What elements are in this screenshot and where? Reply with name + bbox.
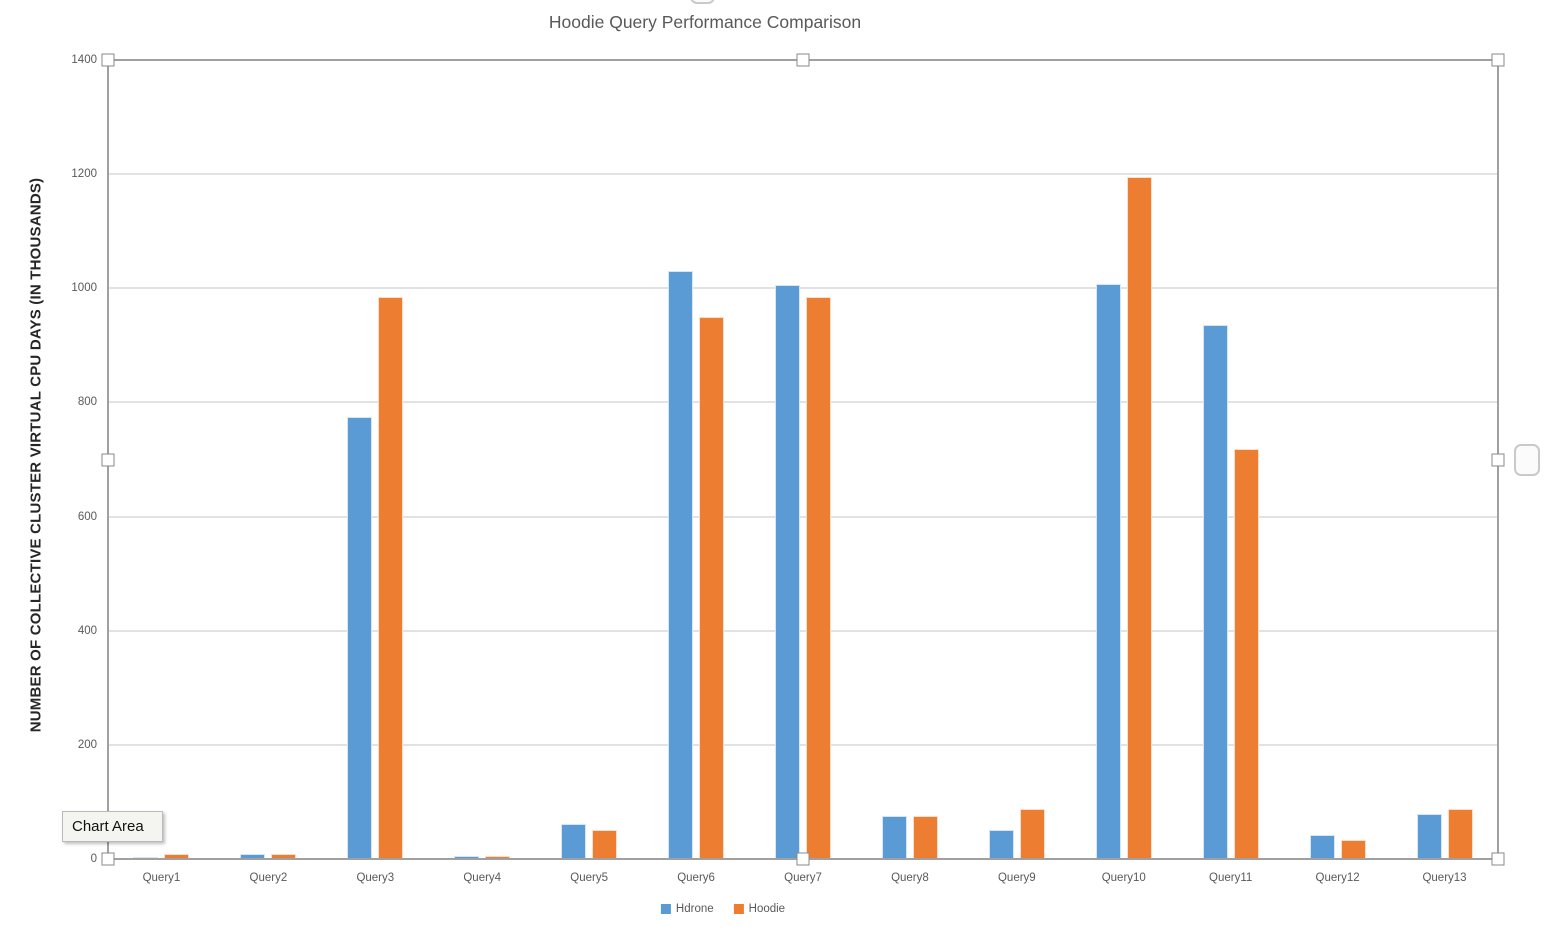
legend-label: Hdrone xyxy=(675,903,714,915)
selection-handle-mid-right[interactable] xyxy=(1491,453,1505,466)
hoodie-bar-query8[interactable] xyxy=(912,816,938,859)
hdrone-bar-query3[interactable] xyxy=(347,416,373,859)
hoodie-bar-query1[interactable] xyxy=(164,854,190,859)
legend-item-hoodie[interactable]: Hoodie xyxy=(733,903,786,915)
y-tick-label-0[interactable]: 0 xyxy=(90,853,97,865)
legend-item-hdrone[interactable]: Hdrone xyxy=(660,903,714,915)
x-tick-label-query13[interactable]: Query13 xyxy=(1422,872,1467,884)
y-tick-label-1200[interactable]: 1200 xyxy=(71,168,97,181)
hdrone-bar-query1[interactable] xyxy=(133,856,159,859)
hoodie-bar-query9[interactable] xyxy=(1019,808,1045,859)
selection-handle-top-right[interactable] xyxy=(1491,53,1505,67)
legend[interactable]: Hdrone Hoodie xyxy=(660,903,786,915)
gridline-1000 xyxy=(108,287,1498,290)
selection-handle-top-left[interactable] xyxy=(101,53,115,67)
y-tick-label-1000[interactable]: 1000 xyxy=(71,282,97,295)
y-tick-label-600[interactable]: 600 xyxy=(77,510,97,523)
x-tick-label-query6[interactable]: Query6 xyxy=(677,872,715,884)
y-tick-label-800[interactable]: 800 xyxy=(77,396,97,409)
x-tick-label-query10[interactable]: Query10 xyxy=(1101,872,1146,884)
hdrone-bar-query5[interactable] xyxy=(561,823,587,859)
gridline-400 xyxy=(108,629,1498,632)
x-tick-label-query1[interactable]: Query1 xyxy=(142,872,181,884)
x-tick-label-query9[interactable]: Query9 xyxy=(997,872,1036,884)
chart-area-tooltip: Chart Area xyxy=(62,811,163,842)
hdrone-bar-query4[interactable] xyxy=(454,856,480,859)
hdrone-bar-query2[interactable] xyxy=(240,854,266,859)
hdrone-bar-query7[interactable] xyxy=(775,285,800,859)
legend-label: Hoodie xyxy=(748,903,786,915)
x-tick-label-query5[interactable]: Query5 xyxy=(570,872,608,884)
gridline-200 xyxy=(108,743,1498,746)
scroll-indicator-right xyxy=(1514,444,1540,476)
hoodie-swatch-icon xyxy=(733,904,744,914)
hoodie-bar-query3[interactable] xyxy=(378,296,404,859)
hoodie-bar-query10[interactable] xyxy=(1126,176,1152,859)
selection-handle-bottom-right[interactable] xyxy=(1491,852,1505,866)
selection-handle-bottom-center[interactable] xyxy=(796,852,810,866)
hdrone-swatch-icon xyxy=(660,904,671,914)
hdrone-bar-query10[interactable] xyxy=(1095,283,1121,859)
hoodie-bar-query7[interactable] xyxy=(806,296,831,859)
selection-handle-top-center[interactable] xyxy=(796,53,810,67)
hoodie-bar-query11[interactable] xyxy=(1233,449,1259,859)
hdrone-bar-query11[interactable] xyxy=(1202,325,1228,859)
selection-handle-bottom-left[interactable] xyxy=(101,852,115,866)
hdrone-bar-query12[interactable] xyxy=(1309,835,1335,859)
hdrone-bar-query6[interactable] xyxy=(668,271,694,859)
hoodie-bar-query13[interactable] xyxy=(1447,808,1473,859)
x-tick-label-query11[interactable]: Query11 xyxy=(1209,872,1253,884)
hdrone-bar-query13[interactable] xyxy=(1416,813,1442,859)
y-tick-label-200[interactable]: 200 xyxy=(77,738,97,751)
hoodie-bar-query6[interactable] xyxy=(699,316,725,859)
x-tick-label-query12[interactable]: Query12 xyxy=(1315,872,1360,884)
gridline-600 xyxy=(108,515,1498,518)
gridline-800 xyxy=(108,401,1498,404)
y-tick-label-400[interactable]: 400 xyxy=(77,624,97,637)
y-tick-label-1400[interactable]: 1400 xyxy=(71,54,97,66)
x-tick-label-query7[interactable]: Query7 xyxy=(784,872,822,884)
selection-handle-mid-left[interactable] xyxy=(101,453,115,466)
x-tick-label-query8[interactable]: Query8 xyxy=(891,872,929,884)
hoodie-bar-query2[interactable] xyxy=(271,854,297,859)
hdrone-bar-query8[interactable] xyxy=(881,816,907,859)
hdrone-bar-query9[interactable] xyxy=(988,830,1014,859)
x-tick-label-query4[interactable]: Query4 xyxy=(463,872,502,884)
x-tick-label-query3[interactable]: Query3 xyxy=(356,872,395,884)
hoodie-bar-query4[interactable] xyxy=(485,856,511,859)
chart-title[interactable]: Hoodie Query Performance Comparison xyxy=(548,12,862,32)
hoodie-bar-query5[interactable] xyxy=(592,830,618,859)
x-tick-label-query2[interactable]: Query2 xyxy=(249,872,288,884)
hoodie-bar-query12[interactable] xyxy=(1340,840,1366,859)
gridline-1200 xyxy=(108,173,1498,176)
